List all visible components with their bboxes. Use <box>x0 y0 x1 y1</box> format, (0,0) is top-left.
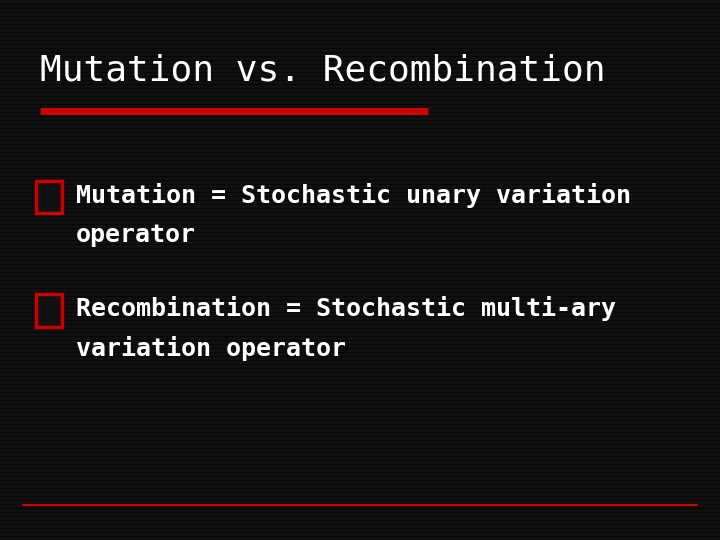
Text: variation operator: variation operator <box>76 336 346 361</box>
Bar <box>36 181 62 213</box>
Bar <box>36 294 62 327</box>
Text: Mutation = Stochastic unary variation: Mutation = Stochastic unary variation <box>76 183 631 208</box>
Text: Mutation vs. Recombination: Mutation vs. Recombination <box>40 53 605 87</box>
Text: operator: operator <box>76 223 196 247</box>
Text: Recombination = Stochastic multi-ary: Recombination = Stochastic multi-ary <box>76 296 616 321</box>
